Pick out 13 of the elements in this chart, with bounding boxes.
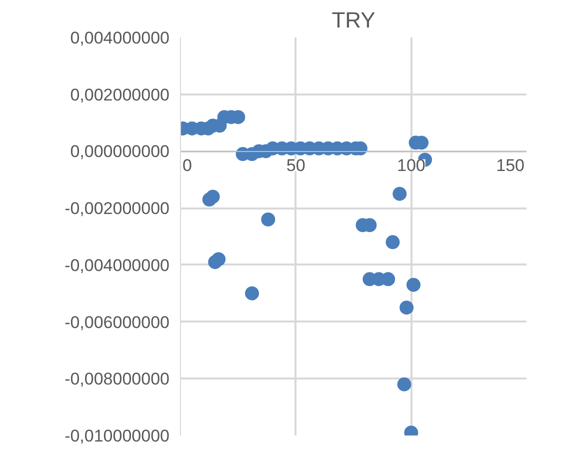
y-tick-label: 0,002000000 — [70, 85, 170, 104]
x-tick-label: 100 — [396, 156, 426, 176]
x-tick-label: 0 — [182, 156, 192, 176]
y-tick-label: -0,008000000 — [64, 370, 170, 389]
y-tick-label: -0,010000000 — [64, 426, 170, 446]
y-tick-label: -0,004000000 — [64, 256, 170, 275]
y-tick-label: -0,002000000 — [64, 199, 170, 218]
y-tick-label: -0,006000000 — [64, 312, 170, 332]
y-tick-label: 0,004000000 — [70, 28, 170, 48]
x-tick-label: 150 — [496, 156, 525, 176]
chart-title: TRY — [332, 8, 376, 32]
x-tick-label: 50 — [286, 156, 306, 176]
y-tick-label: 0,000000000 — [70, 142, 170, 162]
